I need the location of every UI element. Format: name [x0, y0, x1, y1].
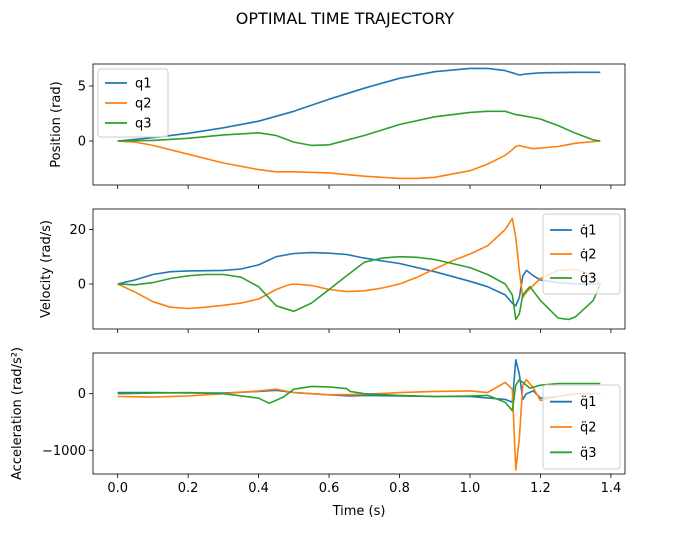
subplot-panels: 0 5 Position (rad) q1 q2 q3 0 20 Velocity (rad/s…: [10, 63, 626, 519]
axes-frame: [92, 352, 626, 475]
x-tick-label: 1.4: [601, 481, 622, 496]
legend-box: [542, 213, 621, 295]
y-axis-label: Velocity (rad/s): [39, 220, 54, 318]
subplot-2: 0 20 Velocity (rad/s) q̇1 q̇2 q̇3: [39, 208, 626, 333]
y-tick-label: 0: [78, 278, 86, 293]
legend: q1 q2 q3: [97, 68, 169, 138]
legend-box: [97, 68, 169, 138]
legend-label: q̇2: [580, 248, 597, 263]
subplot-3: 0.0 0.2 0.4 0.6 0.8 1.0 1.2 1.4 −1000 0 Accelerati…: [10, 347, 626, 519]
x-tick-label: 0.8: [389, 481, 410, 496]
legend: q̈1 q̈2 q̈3: [542, 384, 621, 470]
series-line-1: [117, 251, 601, 307]
x-tick-label: 0.0: [107, 481, 128, 496]
axes-frame: [92, 208, 626, 330]
legend-label: q̈3: [580, 446, 597, 461]
axes-frame: [92, 63, 626, 186]
figure-title: OPTIMAL TIME TRAJECTORY: [236, 9, 455, 28]
legend-label: q̈2: [580, 421, 597, 436]
series-line-3: [117, 255, 602, 321]
legend-label: q̈1: [580, 395, 597, 410]
series-lines: [117, 359, 601, 471]
legend-box: [542, 384, 621, 470]
subplot-1: 0 5 Position (rad) q1 q2 q3: [49, 63, 626, 189]
y-tick-label: 0: [78, 135, 86, 150]
series-line-2: [117, 217, 601, 310]
x-tick-label: 0.4: [248, 481, 269, 496]
series-lines: [117, 67, 601, 180]
series-line-3: [117, 110, 601, 147]
x-axis-label: Time (s): [332, 504, 386, 519]
y-tick-label: 0: [78, 387, 86, 402]
legend-label: q2: [135, 97, 152, 112]
legend: q̇1 q̇2 q̇3: [542, 213, 621, 295]
legend-label: q1: [135, 77, 152, 92]
y-axis-label: Acceleration (rad/s²): [10, 347, 25, 480]
x-tick-label: 0.6: [319, 481, 340, 496]
series-line-3: [117, 378, 601, 412]
legend-label: q̇1: [580, 224, 597, 239]
series-line-2: [117, 378, 601, 471]
x-tick-label: 0.2: [178, 481, 199, 496]
series-line-2: [117, 140, 601, 180]
legend-label: q3: [135, 117, 152, 132]
y-tick-label: 5: [78, 80, 86, 95]
x-tick-label: 1.2: [530, 481, 551, 496]
series-lines: [117, 217, 602, 321]
y-tick-label: −1000: [42, 444, 86, 459]
series-line-1: [117, 67, 601, 142]
legend-label: q̇3: [580, 272, 597, 287]
x-tick-label: 1.0: [460, 481, 481, 496]
y-tick-label: 20: [69, 223, 86, 238]
y-axis-label: Position (rad): [49, 81, 64, 167]
